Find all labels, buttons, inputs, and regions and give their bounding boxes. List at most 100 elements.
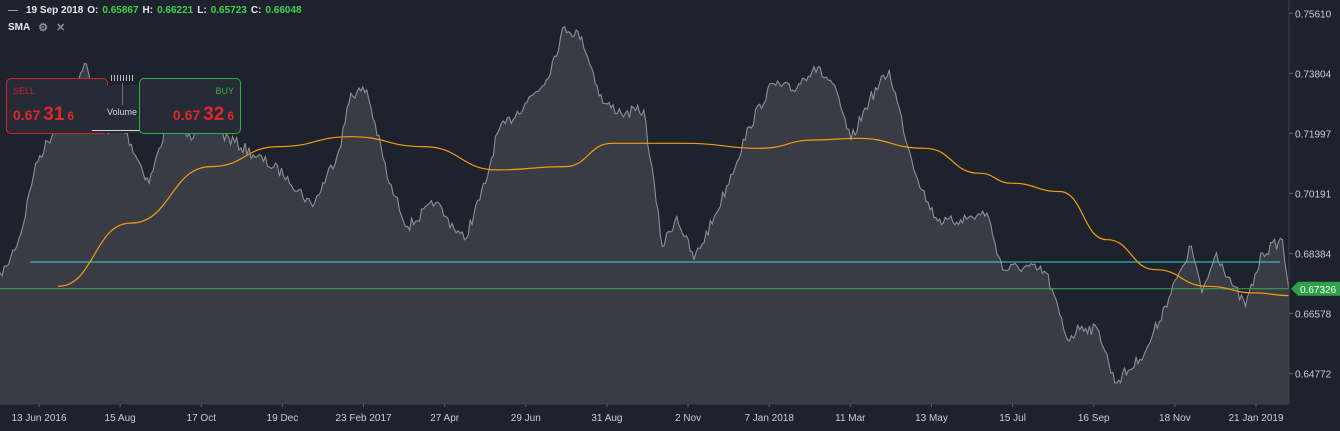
x-tick-label: 23 Feb 2017: [335, 413, 392, 424]
drag-handle[interactable]: [111, 75, 133, 81]
price-point: [312, 205, 314, 208]
price-point: [5, 265, 8, 267]
price-point: [388, 182, 390, 184]
price-point: [1215, 252, 1218, 254]
price-point: [1114, 382, 1116, 384]
current-price-badge: [1291, 281, 1340, 296]
close-label: C:: [250, 4, 262, 16]
price-point: [1232, 285, 1235, 287]
price-point: [693, 259, 695, 261]
low-label: L:: [197, 4, 207, 16]
price-point: [190, 139, 192, 141]
price-area-fill: [0, 26, 1289, 405]
price-point: [1066, 338, 1068, 341]
x-tick-label: 31 Aug: [591, 413, 622, 424]
price-point: [445, 215, 447, 218]
buy-button[interactable]: BUY 0.67 32 6: [139, 78, 241, 134]
price-point: [602, 102, 604, 105]
price-point: [748, 126, 750, 128]
price-point: [35, 162, 37, 164]
trade-panel: SELL 0.67 31 6 Volume BUY 0.67 32 6: [6, 75, 241, 134]
buy-price-fraction: 6: [227, 109, 234, 123]
high-label: H:: [142, 4, 154, 16]
panel-divider: [122, 83, 123, 105]
price-point: [350, 92, 352, 95]
price-point: [1164, 305, 1166, 307]
price-point: [771, 82, 773, 85]
x-tick-label: 21 Jan 2019: [1228, 413, 1283, 424]
legend-dash-icon: —: [8, 4, 18, 16]
price-point: [986, 212, 988, 214]
price-point: [831, 82, 834, 85]
price-point: [1098, 330, 1100, 332]
x-tick-label: 7 Jan 2018: [744, 413, 794, 424]
price-point: [256, 156, 258, 158]
price-point: [524, 102, 526, 105]
price-point: [942, 222, 944, 224]
price-point: [911, 159, 913, 161]
buy-price-pips: 32: [203, 104, 225, 125]
gear-icon[interactable]: ⚙: [38, 21, 49, 34]
price-point: [676, 215, 678, 218]
price-point: [338, 149, 340, 151]
x-tick-label: 13 Jun 2016: [11, 413, 66, 424]
sell-price-fraction: 6: [67, 109, 75, 123]
price-point: [0, 272, 1, 274]
price-point: [1281, 239, 1284, 241]
price-point: [888, 69, 890, 71]
sell-price: 0.67 31 6: [13, 104, 74, 126]
price-point: [463, 239, 466, 241]
y-tick-label: 0.64772: [1295, 370, 1332, 381]
close-icon[interactable]: ✕: [56, 21, 66, 34]
x-tick-label: 27 Apr: [430, 413, 460, 424]
price-point: [83, 62, 86, 65]
price-point: [868, 99, 871, 101]
x-tick-label: 2 Nov: [675, 413, 701, 424]
price-point: [1201, 292, 1203, 294]
price-point: [20, 232, 22, 234]
sell-price-pips: 31: [43, 104, 65, 125]
price-point: [564, 26, 566, 28]
buy-price: 0.67 32 6: [173, 104, 234, 126]
price-point: [581, 36, 583, 38]
x-tick-label: 18 Nov: [1159, 413, 1191, 424]
x-tick-label: 29 Jun: [511, 413, 541, 424]
price-point: [1190, 245, 1192, 247]
low-value: 0.65723: [210, 4, 247, 16]
price-point: [1002, 269, 1004, 271]
ohlc-header: — 19 Sep 2018 O: 0.65867 H: 0.66221 L: 0…: [8, 2, 302, 18]
close-value: 0.66048: [265, 4, 302, 16]
price-point: [407, 225, 409, 228]
x-tick-label: 17 Oct: [187, 413, 217, 424]
price-point: [715, 212, 718, 214]
price-point: [1147, 345, 1149, 347]
price-point: [661, 245, 663, 247]
price-point: [1081, 325, 1083, 327]
price-point: [929, 209, 931, 211]
price-point: [1244, 305, 1247, 307]
ohlc-date: 19 Sep 2018: [26, 4, 84, 16]
price-point: [624, 112, 626, 114]
price-point: [1139, 358, 1141, 361]
price-point: [1024, 265, 1026, 267]
y-tick-label: 0.71997: [1295, 129, 1332, 140]
volume-underline: [92, 130, 152, 131]
price-point: [1045, 272, 1047, 274]
open-label: O:: [87, 4, 99, 16]
sell-price-prefix: 0.67: [13, 107, 41, 123]
y-tick-label: 0.70191: [1295, 189, 1332, 200]
price-point: [643, 109, 645, 111]
price-point: [107, 132, 109, 134]
price-point: [1180, 269, 1182, 271]
indicator-legend: SMA ⚙ ✕: [8, 19, 65, 35]
volume-label: Volume: [106, 107, 138, 117]
x-tick-label: 15 Aug: [105, 413, 136, 424]
x-tick-label: 13 May: [915, 413, 948, 424]
current-price-label: 0.67326: [1300, 285, 1337, 296]
x-tick-label: 11 Mar: [835, 413, 866, 424]
price-point: [792, 89, 794, 91]
sma-line: [58, 136, 1290, 297]
y-tick-label: 0.75610: [1295, 9, 1332, 20]
y-tick-label: 0.73804: [1295, 69, 1332, 80]
